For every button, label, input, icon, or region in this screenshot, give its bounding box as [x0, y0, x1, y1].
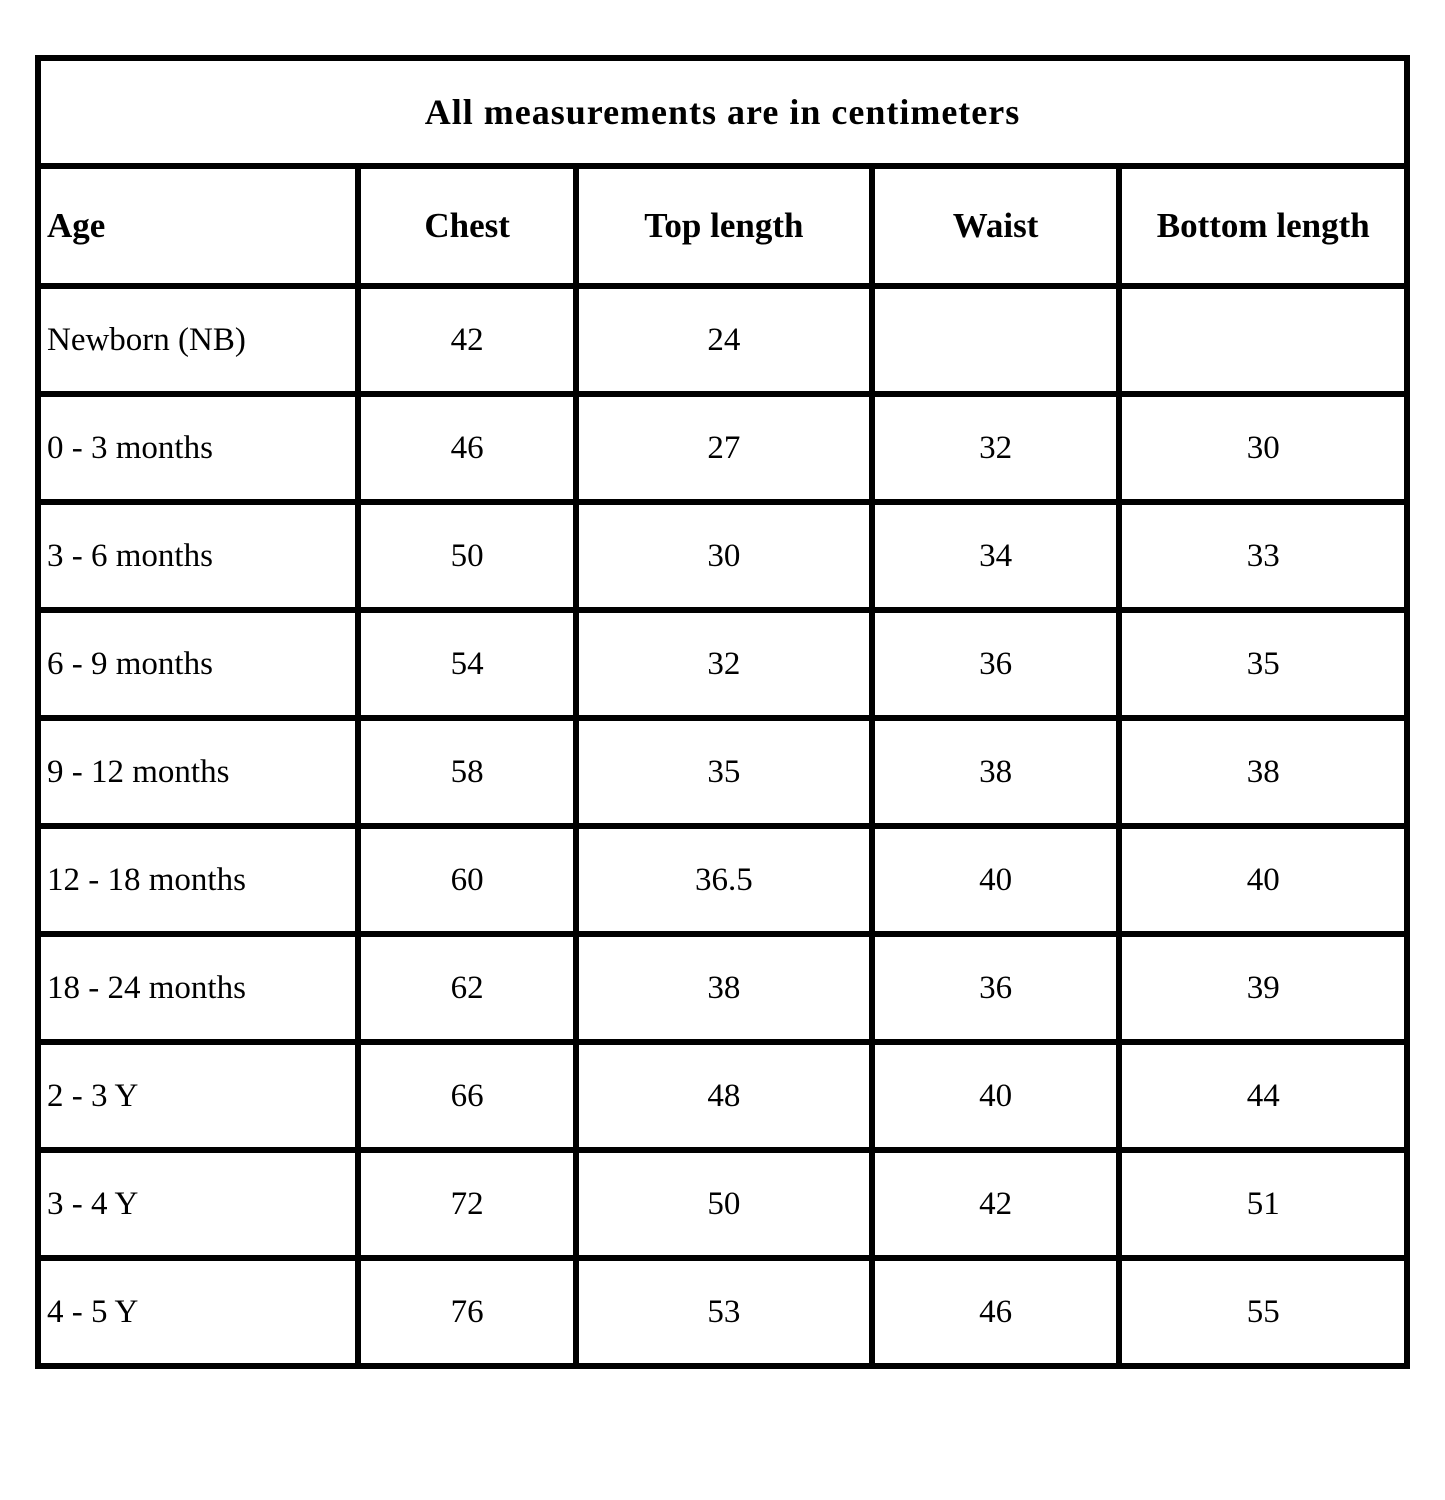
- title-row: All measurements are in centimeters: [35, 55, 1410, 169]
- measurement-cell: 48: [573, 1039, 875, 1153]
- measurement-cell: 62: [355, 931, 579, 1045]
- measurement-cell: 38: [868, 715, 1123, 829]
- age-cell: 18 - 24 months: [34, 931, 362, 1045]
- header-row: Age Chest Top length Waist Bottom length: [34, 163, 1410, 289]
- measurement-cell: 36.5: [573, 823, 875, 937]
- table-title: All measurements are in centimeters: [35, 55, 1410, 169]
- measurement-cell: 42: [355, 283, 579, 397]
- measurement-cell: 50: [573, 1147, 875, 1261]
- table-row: 9 - 12 months 58 35 38 38: [34, 715, 1410, 829]
- measurement-cell: 42: [868, 1147, 1123, 1261]
- measurement-cell: 27: [573, 391, 875, 505]
- measurement-cell: 40: [868, 823, 1123, 937]
- age-cell: 9 - 12 months: [34, 715, 362, 829]
- measurement-cell: 72: [355, 1147, 579, 1261]
- measurement-cell: 40: [868, 1039, 1123, 1153]
- measurement-cell: 44: [1116, 1039, 1410, 1153]
- table-body: Newborn (NB) 42 24 0 - 3 months 46 27 32 30 3 - …: [34, 283, 1410, 1369]
- measurement-cell: 30: [1116, 391, 1410, 505]
- age-cell: 3 - 4 Y: [34, 1147, 362, 1261]
- table-row: 4 - 5 Y 76 53 46 55: [34, 1255, 1410, 1369]
- column-header-top-length: Top length: [573, 163, 875, 289]
- measurement-cell: 36: [868, 931, 1123, 1045]
- measurement-cell: 76: [355, 1255, 579, 1369]
- size-chart-table: All measurements are in centimeters Age …: [34, 55, 1410, 1369]
- measurement-cell: [868, 283, 1123, 397]
- measurement-cell: 30: [573, 499, 875, 613]
- measurement-cell: 46: [355, 391, 579, 505]
- measurement-cell: 38: [573, 931, 875, 1045]
- measurement-cell: 38: [1116, 715, 1410, 829]
- age-cell: Newborn (NB): [34, 283, 362, 397]
- table-row: 2 - 3 Y 66 48 40 44: [34, 1039, 1410, 1153]
- table-row: Newborn (NB) 42 24: [34, 283, 1410, 397]
- age-cell: 0 - 3 months: [34, 391, 362, 505]
- measurement-cell: 46: [868, 1255, 1123, 1369]
- table-row: 0 - 3 months 46 27 32 30: [34, 391, 1410, 505]
- age-cell: 12 - 18 months: [34, 823, 362, 937]
- measurement-cell: 35: [573, 715, 875, 829]
- measurement-cell: 36: [868, 607, 1123, 721]
- measurement-cell: 53: [573, 1255, 875, 1369]
- table-row: 3 - 6 months 50 30 34 33: [34, 499, 1410, 613]
- measurement-cell: 32: [868, 391, 1123, 505]
- age-cell: 2 - 3 Y: [34, 1039, 362, 1153]
- measurement-cell: [1116, 283, 1410, 397]
- measurement-cell: 33: [1116, 499, 1410, 613]
- column-header-age: Age: [34, 163, 362, 289]
- column-header-waist: Waist: [868, 163, 1123, 289]
- measurement-cell: 40: [1116, 823, 1410, 937]
- measurement-cell: 34: [868, 499, 1123, 613]
- column-header-bottom-length: Bottom length: [1116, 163, 1410, 289]
- measurement-cell: 58: [355, 715, 579, 829]
- measurement-cell: 50: [355, 499, 579, 613]
- column-header-chest: Chest: [355, 163, 579, 289]
- measurement-cell: 39: [1116, 931, 1410, 1045]
- table-row: 3 - 4 Y 72 50 42 51: [34, 1147, 1410, 1261]
- age-cell: 4 - 5 Y: [34, 1255, 362, 1369]
- measurement-cell: 24: [573, 283, 875, 397]
- measurement-cell: 55: [1116, 1255, 1410, 1369]
- age-cell: 6 - 9 months: [34, 607, 362, 721]
- measurement-cell: 32: [573, 607, 875, 721]
- measurement-cell: 54: [355, 607, 579, 721]
- measurement-cell: 35: [1116, 607, 1410, 721]
- age-cell: 3 - 6 months: [34, 499, 362, 613]
- table-row: 18 - 24 months 62 38 36 39: [34, 931, 1410, 1045]
- measurement-cell: 60: [355, 823, 579, 937]
- measurement-cell: 51: [1116, 1147, 1410, 1261]
- table-row: 6 - 9 months 54 32 36 35: [34, 607, 1410, 721]
- table-row: 12 - 18 months 60 36.5 40 40: [34, 823, 1410, 937]
- measurement-cell: 66: [355, 1039, 579, 1153]
